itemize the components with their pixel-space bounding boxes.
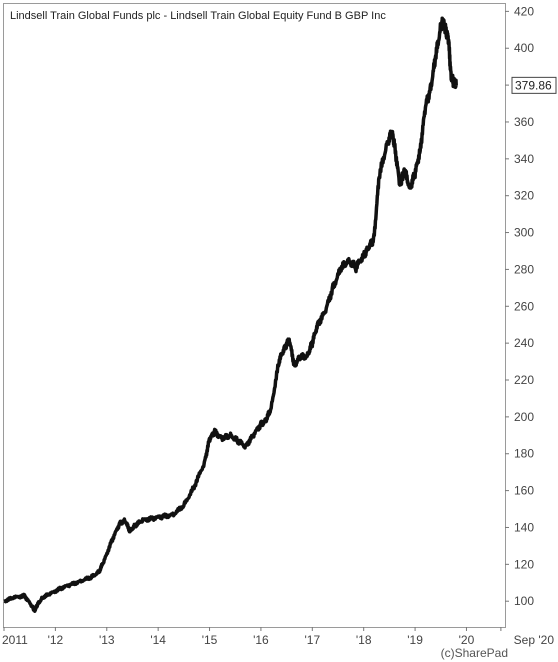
x-axis: 2011 '12 '13 '14 '15 '16 '17 '18 '19 '20 Sep '20 [2, 627, 554, 647]
y-tick-label: 240 [514, 336, 534, 350]
y-tick-label: 160 [514, 484, 534, 498]
x-tick-label: '12 [48, 633, 64, 647]
y-tick-label: 400 [514, 41, 534, 55]
y-tick-label: 200 [514, 410, 534, 424]
x-tick-label: Sep '20 [514, 633, 555, 647]
x-tick-label: '13 [99, 633, 115, 647]
plot-area-frame [3, 3, 506, 628]
y-tick-label: 120 [514, 557, 534, 571]
last-price-box [511, 76, 557, 94]
sharepad-credit: (c)SharePad [441, 646, 508, 660]
y-tick-label: 100 [514, 594, 534, 608]
y-tick-label: 300 [514, 226, 534, 240]
y-tick-label: 340 [514, 152, 534, 166]
y-tick-label: 140 [514, 520, 534, 534]
chart-title: Lindsell Train Global Funds plc - Lindse… [10, 10, 386, 22]
x-tick-label: '16 [253, 633, 269, 647]
y-tick-label: 320 [514, 189, 534, 203]
x-tick-label: '15 [202, 633, 218, 647]
last-price-label: 379.86 [515, 78, 552, 92]
y-tick-label: 260 [514, 299, 534, 313]
x-tick-label: '17 [304, 633, 320, 647]
x-tick-label: '19 [407, 633, 423, 647]
y-tick-label: 180 [514, 447, 534, 461]
y-tick-label: 280 [514, 262, 534, 276]
x-tick-label: '14 [150, 633, 166, 647]
x-tick-label: '18 [356, 633, 372, 647]
x-tick-label: '20 [459, 633, 475, 647]
y-tick-label: 220 [514, 373, 534, 387]
y-tick-label: 360 [514, 115, 534, 129]
y-tick-label: 420 [514, 4, 534, 18]
x-tick-label: 2011 [2, 633, 28, 647]
last-price-marker: 379.86 [511, 76, 557, 94]
series-line-price [2, 16, 458, 613]
